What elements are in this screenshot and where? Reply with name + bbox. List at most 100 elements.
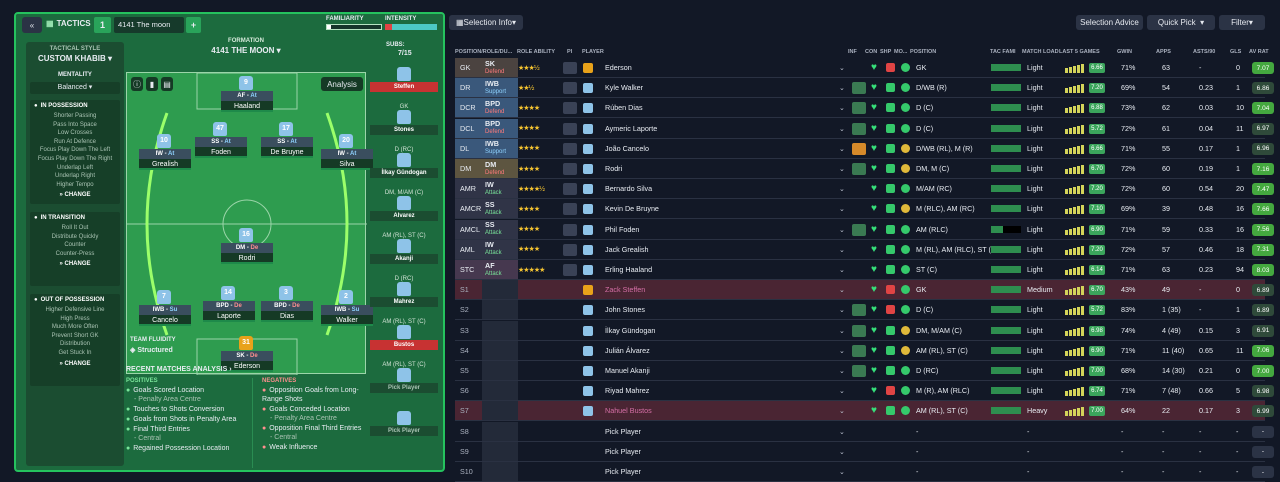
chevron-down-icon[interactable]: ⌄ <box>839 305 846 315</box>
column-header[interactable]: CON <box>865 49 878 55</box>
player-name[interactable]: Erling Haaland <box>605 265 653 274</box>
sub-slot[interactable]: Akanji D (RC) <box>370 239 438 282</box>
column-header[interactable]: LAST 5 GAMES <box>1059 49 1100 55</box>
player-name[interactable]: Kevin De Bruyne <box>605 204 659 214</box>
player-name[interactable]: Pick Player <box>605 467 641 476</box>
column-header[interactable]: POSITION/ROLE/DU... <box>455 49 513 55</box>
table-row[interactable]: AMR IW Attack ★★★★½ Bernardo Silva ⌄ ♥ M/AM (RC… <box>455 179 1274 200</box>
column-header[interactable]: TAC FAMI <box>990 49 1016 55</box>
column-header[interactable]: ROLE ABILITY <box>517 49 555 55</box>
sub-slot[interactable]: Pick Player <box>370 368 438 407</box>
chevron-down-icon[interactable]: ⌄ <box>839 164 846 173</box>
pitch-player[interactable]: 3 BPD - De Dias <box>261 286 313 327</box>
player-name[interactable]: Kyle Walker <box>605 83 644 93</box>
chevron-down-icon[interactable]: ⌄ <box>839 143 846 153</box>
column-header[interactable]: SHP <box>880 49 892 55</box>
player-name[interactable]: Phil Foden <box>605 224 640 234</box>
chevron-down-icon[interactable]: ⌄ <box>839 345 846 355</box>
player-name[interactable]: Jack Grealish <box>605 244 649 254</box>
sub-slot[interactable]: Bustos AM (RL), ST (C) <box>370 325 438 368</box>
pi-icon[interactable] <box>563 62 577 74</box>
analysis-button[interactable]: Analysis <box>321 77 363 91</box>
player-name[interactable]: Aymeric Laporte <box>605 123 658 133</box>
selection-advice-button[interactable]: Selection Advice <box>1076 15 1143 30</box>
table-row[interactable]: AML IW Attack ★★★★ Jack Grealish ⌄ ♥ M (RL), AM… <box>455 239 1274 260</box>
pitch-player[interactable]: 10 IW - At Grealish <box>139 134 191 175</box>
pi-icon[interactable] <box>563 264 577 276</box>
table-row[interactable]: S6 Riyad Mahrez ⌄ ♥ M (R), AM (RLC) Light 6.74… <box>455 381 1274 402</box>
column-header[interactable]: GLS <box>1230 49 1242 55</box>
table-row[interactable]: S10 Pick Player ⌄ - - - - - - - <box>455 462 1274 482</box>
chevron-down-icon[interactable]: ⌄ <box>839 467 846 476</box>
pi-icon[interactable] <box>563 102 577 115</box>
selection-info-button[interactable]: ▦ Selection Info ▾ <box>449 15 523 30</box>
pi-icon[interactable] <box>563 183 577 196</box>
player-name[interactable]: John Stones <box>605 305 645 315</box>
collapse-icon[interactable]: « <box>22 17 42 33</box>
pi-icon[interactable] <box>563 122 577 135</box>
table-row[interactable]: S8 Pick Player ⌄ - - - - - - - <box>455 421 1274 442</box>
column-header[interactable]: MATCH LOAD <box>1022 49 1059 55</box>
column-header[interactable]: POSITION <box>910 49 937 55</box>
table-row[interactable]: S3 İlkay Gündogan ⌄ ♥ DM, M/AM (C) Light 6.98 7… <box>455 320 1274 341</box>
chevron-down-icon[interactable]: ⌄ <box>839 123 846 133</box>
pitch-player[interactable]: 16 DM - De Rodri <box>221 228 273 269</box>
sub-slot[interactable]: İlkay Gündogan DM, M/AM (C) <box>370 153 438 196</box>
player-name[interactable]: João Cancelo <box>605 143 649 153</box>
pi-icon[interactable] <box>563 243 577 256</box>
chevron-down-icon[interactable]: ⌄ <box>839 386 846 396</box>
role-select[interactable]: AF Attack <box>482 260 518 279</box>
player-name[interactable]: Rodri <box>605 164 623 173</box>
pitch-player[interactable]: 14 BPD - De Laporte <box>203 286 255 327</box>
pi-icon[interactable] <box>563 82 577 95</box>
player-name[interactable]: Zack Steffen <box>605 285 646 295</box>
sub-slot[interactable]: Alvarez AM (RL), ST (C) <box>370 196 438 239</box>
chevron-down-icon[interactable]: ⌄ <box>839 426 846 436</box>
role-select[interactable]: SK Defend <box>482 58 518 77</box>
player-name[interactable]: Pick Player <box>605 426 641 436</box>
column-header[interactable]: AV RAT <box>1249 49 1269 55</box>
table-row[interactable]: S4 Julián Álvarez ⌄ ♥ AM (RL), ST (C) Light 6.… <box>455 340 1274 361</box>
role-select[interactable]: SS Attack <box>482 199 518 219</box>
pi-icon[interactable] <box>563 203 577 216</box>
chevron-down-icon[interactable]: ⌄ <box>839 325 846 335</box>
add-tactic-button[interactable]: + <box>186 17 201 33</box>
tactic-select[interactable]: 4141 The moon <box>114 17 184 33</box>
role-select[interactable]: IWB Support <box>482 138 518 158</box>
column-header[interactable]: PI <box>567 49 573 55</box>
player-name[interactable]: Rúben Dias <box>605 103 643 113</box>
role-select[interactable]: BPD Defend <box>482 98 518 118</box>
clipboard-icon[interactable]: ▤ <box>161 77 173 91</box>
chevron-down-icon[interactable]: ⌄ <box>839 204 846 214</box>
sub-slot[interactable]: Mahrez AM (RL), ST (C) <box>370 282 438 325</box>
info-icon[interactable]: ⓘ <box>131 77 143 91</box>
pitch-player[interactable]: 2 IWB - Su Walker <box>321 290 373 331</box>
sub-slot[interactable]: Pick Player <box>370 411 438 450</box>
out-of-possession-change-button[interactable]: » CHANGE <box>59 360 91 367</box>
player-name[interactable]: Pick Player <box>605 446 641 456</box>
stats-icon[interactable]: ▮ <box>146 77 158 91</box>
table-row[interactable]: DCL BPD Defend ★★★★ Aymeric Laporte ⌄ ♥ D (C) Li… <box>455 118 1274 139</box>
sub-slot[interactable]: Steffen GK <box>370 67 438 110</box>
table-row[interactable]: AMCR SS Attack ★★★★ Kevin De Bruyne ⌄ ♥ M (RLC)… <box>455 199 1274 220</box>
table-row[interactable]: DR IWB Support ★★½ Kyle Walker ⌄ ♥ D/WB (R) Ligh… <box>455 78 1274 99</box>
sub-slot[interactable]: Stones D (RC) <box>370 110 438 153</box>
quick-pick-button[interactable]: Quick Pick ▾ <box>1147 15 1215 30</box>
table-row[interactable]: DL IWB Support ★★★★ João Cancelo ⌄ ♥ D/WB (RL),… <box>455 138 1274 159</box>
mentality-select[interactable]: Balanced ▾ <box>30 82 120 94</box>
role-select[interactable]: IW Attack <box>482 239 518 259</box>
table-row[interactable]: DM DM Defend ★★★★ Rodri ⌄ ♥ DM, M (C) Light 6.70 7… <box>455 159 1274 179</box>
tactical-style[interactable]: CUSTOM KHABIB ▾ <box>37 54 113 63</box>
column-header[interactable]: INF <box>848 49 857 55</box>
filter-button[interactable]: Filter ▾ <box>1219 15 1265 30</box>
chevron-down-icon[interactable]: ⌄ <box>839 184 846 194</box>
player-name[interactable]: Manuel Akanji <box>605 366 650 375</box>
player-name[interactable]: Bernardo Silva <box>605 184 653 194</box>
column-header[interactable]: MO... <box>894 49 908 55</box>
column-header[interactable]: ASTS/90 <box>1193 49 1216 55</box>
column-header[interactable]: PLAYER <box>582 49 604 55</box>
table-row[interactable]: S5 Manuel Akanji ⌄ ♥ D (RC) Light 7.00 68% 14 (3… <box>455 361 1274 381</box>
chevron-down-icon[interactable]: ⌄ <box>839 285 846 295</box>
pi-icon[interactable] <box>563 142 577 155</box>
pitch-player[interactable]: 31 SK - De Ederson <box>221 336 273 377</box>
